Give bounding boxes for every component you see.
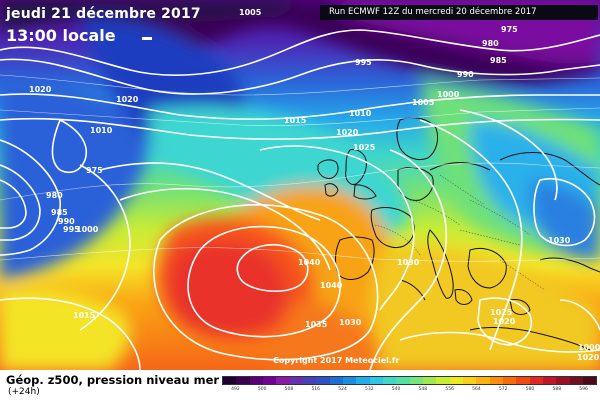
- legend-tick: 524: [338, 387, 347, 392]
- legend-tick: 500: [257, 387, 267, 392]
- isobar-label: 1035: [305, 320, 328, 329]
- legend-tick: 572: [498, 387, 508, 392]
- legend-tick: 548: [418, 387, 428, 392]
- color-legend: [222, 376, 597, 385]
- legend-swatch: [489, 377, 503, 384]
- legend-tick: 492: [231, 387, 240, 392]
- forecast-date: jeudi 21 décembre 2017: [6, 6, 201, 22]
- legend-swatch: [462, 377, 477, 384]
- isobar-label: 1020: [577, 353, 600, 362]
- isobar-label: 1010: [349, 109, 372, 118]
- isobar-label: 1030: [339, 318, 362, 327]
- legend-swatch: [223, 377, 237, 384]
- isobar-label: 980: [46, 191, 63, 200]
- isobar-labels: 1005 975 980 985 990 995 1000 1005 1020 …: [29, 8, 600, 362]
- legend-swatch: [542, 377, 557, 384]
- legend-swatch: [249, 377, 263, 384]
- legend-swatch: [516, 377, 530, 384]
- isobar-label: 1015: [73, 311, 96, 320]
- isobar-label: 985: [51, 208, 68, 217]
- isobar-label: 1000: [578, 343, 600, 352]
- legend-swatch: [582, 377, 597, 384]
- legend-swatch: [409, 377, 423, 384]
- legend-tick: 564: [472, 387, 481, 392]
- run-info-text: Run ECMWF 12Z du mercredi 20 décembre 20…: [329, 7, 537, 17]
- borders: [374, 174, 546, 291]
- legend-swatch: [382, 377, 397, 384]
- legend-swatch: [342, 377, 357, 384]
- legend-swatch: [476, 377, 490, 384]
- legend-swatch: [529, 377, 543, 384]
- legend-tick: 556: [445, 387, 454, 392]
- isobar-label: 995: [355, 58, 372, 67]
- weather-map: 1005 975 980 985 990 995 1000 1005 1020 …: [0, 0, 600, 370]
- copyright-notice: Copyright 2017 Meteociel.fr: [273, 356, 400, 365]
- legend-swatch: [236, 377, 250, 384]
- isobar-label: 1005: [239, 8, 262, 17]
- isobar-label: 1020: [116, 95, 139, 104]
- product-name: Géop. z500, pression niveau mer: [6, 373, 220, 387]
- legend-tick: 596: [579, 387, 588, 392]
- legend-swatch: [316, 377, 330, 384]
- legend-swatch: [569, 377, 583, 384]
- isobar-label: 1040: [320, 281, 343, 290]
- isobars: [0, 29, 600, 370]
- legend-swatch: [502, 377, 517, 384]
- isobar-label: 995: [63, 225, 80, 234]
- isobar-label: 1020: [493, 317, 516, 326]
- isobar-label: 1015: [284, 116, 307, 125]
- isobar-label: 1025: [490, 308, 513, 317]
- isobar-label: 1020: [29, 85, 52, 94]
- isobar-label: 1000: [437, 90, 460, 99]
- isobar-label: 1030: [548, 236, 571, 245]
- legend-tick: 516: [311, 387, 321, 392]
- legend-swatch: [302, 377, 317, 384]
- isobar-label: 975: [86, 166, 103, 175]
- legend-swatch: [436, 377, 450, 384]
- isobar-label: 1000: [76, 225, 99, 234]
- legend-tick: 540: [391, 387, 401, 392]
- legend-swatch: [422, 377, 437, 384]
- legend-swatch: [289, 377, 303, 384]
- legend-swatch: [262, 377, 277, 384]
- coastlines: [317, 117, 600, 351]
- run-info: Run ECMWF 12Z du mercredi 20 décembre 20…: [320, 5, 598, 20]
- isobar-label: 1010: [90, 126, 113, 135]
- isobar-label: 1020: [336, 128, 359, 137]
- legend-swatch: [276, 377, 290, 384]
- lead-time: (+24h): [8, 387, 40, 397]
- legend-swatch: [369, 377, 383, 384]
- legend-tick: 588: [552, 387, 562, 392]
- legend-swatch: [449, 377, 463, 384]
- legend-swatch: [396, 377, 410, 384]
- geopotential-field: 1005 975 980 985 990 995 1000 1005 1020 …: [0, 0, 600, 370]
- isobar-label: 985: [490, 56, 507, 65]
- isobar-label: 980: [482, 39, 499, 48]
- footer: Géop. z500, pression niveau mer (+24h) 4…: [0, 370, 600, 400]
- legend-ticks: 492 500 508 516 524 532 540 548 556 564 572 580 588 5…: [222, 387, 597, 396]
- legend-swatch: [556, 377, 570, 384]
- marker-dash: [142, 37, 152, 40]
- isobar-label: 1040: [298, 258, 321, 267]
- isobar-label: 990: [457, 70, 474, 79]
- isobar-label: 1030: [397, 258, 420, 267]
- legend-tick: 532: [365, 387, 374, 392]
- isobar-label: 975: [501, 25, 518, 34]
- geopotential-contours: [0, 74, 600, 262]
- legend-swatch: [329, 377, 343, 384]
- forecast-time: 13:00 locale: [6, 26, 116, 45]
- isobar-label: 990: [58, 217, 75, 226]
- legend-tick: 508: [284, 387, 294, 392]
- legend-swatch: [356, 377, 370, 384]
- isobar-label: 1005: [412, 98, 435, 107]
- isobar-label: 1025: [353, 143, 376, 152]
- legend-tick: 580: [525, 387, 535, 392]
